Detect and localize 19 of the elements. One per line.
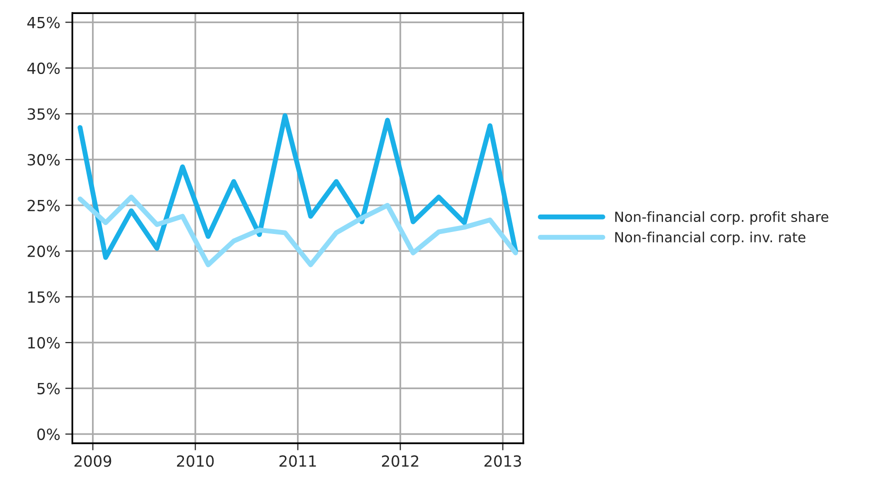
y-tick-label: 0% [37, 428, 60, 440]
line-series [78, 194, 518, 268]
y-tick-label: 10% [28, 337, 60, 349]
x-tick-label: 2012 [382, 455, 418, 467]
x-tick-label: 2010 [177, 455, 214, 467]
x-tick-label: 2011 [279, 455, 316, 467]
y-tick-label: 15% [28, 291, 60, 303]
y-tick-label: 25% [28, 200, 60, 212]
y-tick-label: 20% [28, 246, 60, 258]
y-tick-label: 40% [27, 62, 60, 74]
legend-label: Non-financial corp. profit share [615, 211, 828, 225]
y-tick-label: 45% [27, 16, 60, 28]
y-tick-label: 35% [28, 108, 60, 120]
y-tick-label: 30% [28, 154, 60, 166]
x-tick-label: 2013 [484, 455, 522, 467]
line-series [78, 113, 518, 260]
x-tick-label: 2009 [74, 455, 112, 467]
y-tick-label: 5% [37, 382, 60, 394]
legend-label: Non-financial corp. inv. rate [615, 232, 806, 246]
